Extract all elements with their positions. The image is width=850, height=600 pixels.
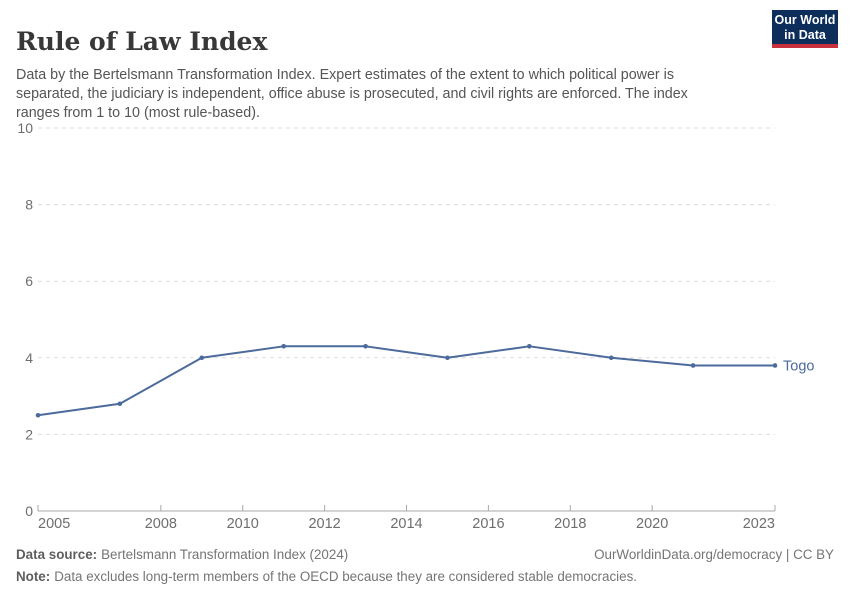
data-point-togo-2009[interactable] bbox=[199, 355, 205, 361]
x-axis-label-2020: 2020 bbox=[636, 516, 668, 532]
footer-data-source: Data source: Bertelsmann Transformation I… bbox=[16, 547, 348, 562]
data-point-togo-2019[interactable] bbox=[608, 355, 614, 361]
note-text: Data excludes long-term members of the O… bbox=[54, 569, 637, 584]
data-source-label: Data source: bbox=[16, 547, 98, 562]
footer-note: Note: Data excludes long-term members of … bbox=[16, 569, 637, 584]
data-point-togo-2013[interactable] bbox=[363, 344, 368, 349]
data-source-text: Bertelsmann Transformation Index (2024) bbox=[101, 547, 349, 562]
data-point-togo-2015[interactable] bbox=[445, 355, 450, 361]
data-point-togo-2005[interactable] bbox=[35, 412, 41, 418]
footer-credit-link[interactable]: OurWorldinData.org/democracy | CC BY bbox=[594, 547, 834, 562]
note-label: Note: bbox=[16, 569, 51, 584]
y-axis-label-10: 10 bbox=[17, 120, 33, 136]
data-point-togo-2017[interactable] bbox=[527, 344, 532, 349]
owid-logo-line1: Our World bbox=[774, 13, 836, 27]
x-axis-label-2005: 2005 bbox=[38, 516, 70, 532]
chart-subtitle: Data by the Bertelsmann Transformation I… bbox=[16, 67, 688, 122]
series-line-togo[interactable] bbox=[37, 345, 776, 417]
x-axis-label-2010: 2010 bbox=[227, 516, 259, 532]
series-end-label[interactable]: Togo bbox=[783, 358, 814, 374]
data-point-togo-2023[interactable] bbox=[772, 363, 778, 368]
page-title: Rule of Law Index bbox=[16, 26, 268, 56]
data-point-togo-2007[interactable] bbox=[117, 401, 123, 407]
y-axis-label-4: 4 bbox=[25, 350, 33, 366]
x-axis-label-2014: 2014 bbox=[390, 516, 422, 532]
x-axis-label-2016: 2016 bbox=[472, 516, 504, 532]
x-axis-label-2018: 2018 bbox=[554, 516, 586, 532]
x-axis-label-2023: 2023 bbox=[743, 516, 775, 532]
owid-logo[interactable]: Our World in Data bbox=[772, 10, 838, 48]
y-axis-label-8: 8 bbox=[25, 197, 33, 213]
y-axis-label-6: 6 bbox=[25, 273, 33, 289]
owid-logo-line2: in Data bbox=[784, 28, 826, 42]
data-point-togo-2011[interactable] bbox=[281, 344, 286, 349]
x-axis-label-2012: 2012 bbox=[308, 516, 340, 532]
y-axis-label-0: 0 bbox=[25, 503, 33, 519]
data-point-togo-2021[interactable] bbox=[690, 363, 696, 368]
x-axis-label-2008: 2008 bbox=[145, 516, 177, 532]
y-axis-label-2: 2 bbox=[25, 426, 33, 442]
